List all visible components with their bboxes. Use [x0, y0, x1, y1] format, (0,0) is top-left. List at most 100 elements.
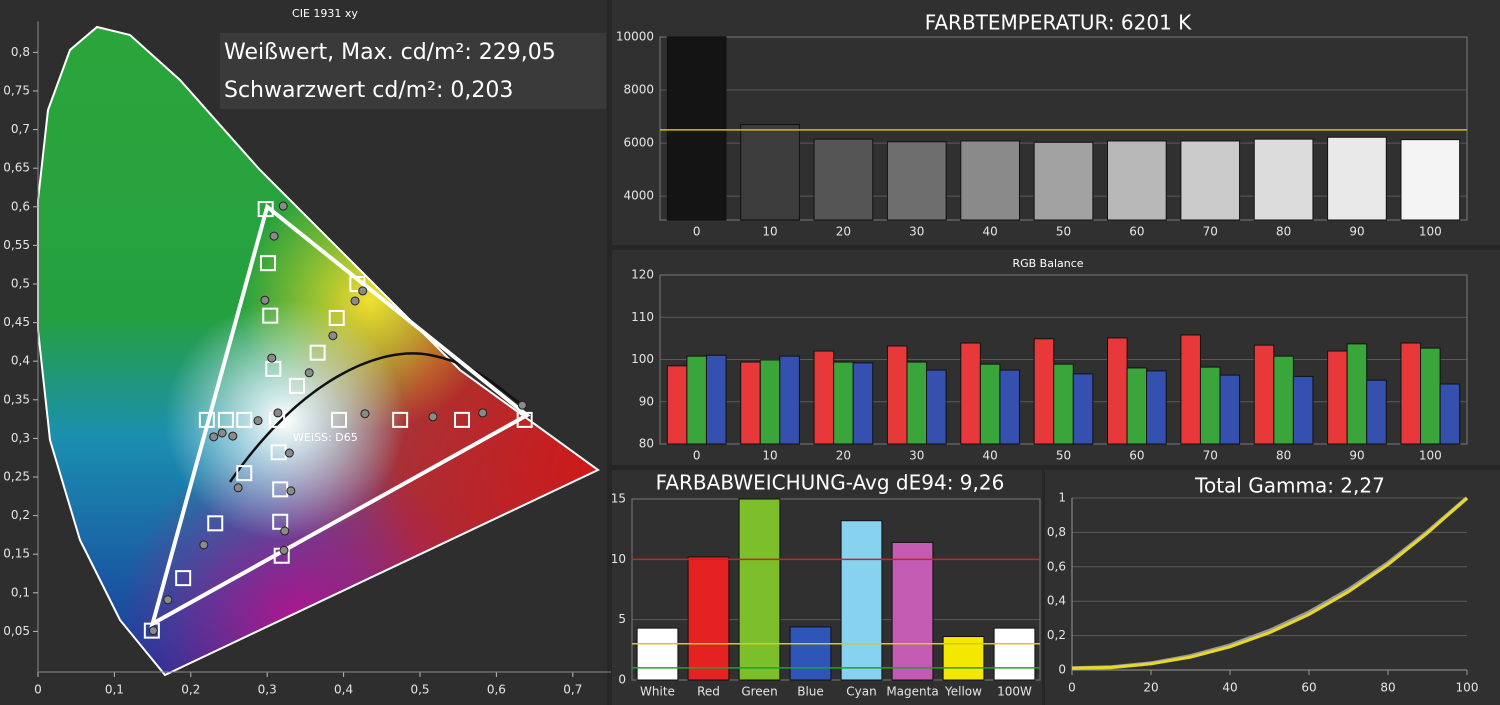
target-square: [207, 515, 224, 532]
x-tick-label: Blue: [797, 685, 824, 699]
bar: [759, 359, 781, 445]
measured-point: [273, 408, 283, 418]
y-tick-label: 0,6: [1047, 559, 1066, 573]
y-tick-label: 0,15: [3, 547, 30, 561]
target-square: [331, 411, 348, 428]
chart-title: CIE 1931 xy: [292, 7, 358, 20]
x-tick-label: White: [640, 685, 675, 699]
x-tick-label: 70: [1203, 225, 1218, 239]
bar: [886, 141, 947, 221]
bar: [993, 627, 1036, 681]
chart-title: RGB Balance: [1012, 257, 1083, 270]
x-tick-label: 70: [1203, 449, 1218, 463]
chart-title: FARBABWEICHUNG-Avg dE94: 9,26: [656, 471, 1005, 495]
y-tick-label: 0,8: [1047, 525, 1066, 539]
bar: [1292, 375, 1314, 445]
bar: [740, 124, 800, 221]
y-tick-label: 5: [618, 612, 626, 626]
y-tick-label: 6000: [623, 136, 654, 150]
y-tick-label: 0,2: [11, 508, 30, 522]
x-tick-label: 20: [836, 449, 851, 463]
x-tick-label: 0,2: [181, 683, 200, 697]
bar: [1107, 337, 1128, 445]
bar: [1327, 136, 1387, 221]
measured-point: [228, 431, 238, 441]
bar: [886, 345, 908, 445]
measured-point: [304, 368, 314, 378]
y-tick-label: 0,25: [3, 469, 30, 483]
bar: [1126, 367, 1148, 445]
x-tick-label: 0: [693, 225, 701, 239]
measured-point: [233, 483, 243, 493]
y-tick-label: 1: [1058, 491, 1066, 505]
y-tick-label: 0,65: [3, 161, 30, 175]
target-square: [309, 344, 326, 361]
measured-point: [280, 526, 290, 536]
bar: [1180, 334, 1201, 445]
target-square: [454, 411, 471, 428]
measured-point: [328, 331, 338, 341]
y-tick-label: 4000: [623, 189, 654, 203]
target-square: [272, 513, 289, 530]
x-tick-label: 0,6: [487, 683, 506, 697]
y-tick-label: 0,75: [3, 83, 30, 97]
measured-point: [358, 286, 368, 296]
x-tick-label: 60: [1129, 225, 1144, 239]
x-tick-label: Yellow: [944, 685, 982, 699]
x-tick-label: 10: [762, 225, 777, 239]
bar: [1253, 138, 1314, 221]
target-square: [259, 255, 276, 272]
x-tick-label: 50: [1056, 449, 1071, 463]
y-tick-label: 120: [631, 268, 654, 282]
bar: [1180, 140, 1241, 221]
y-tick-label: 100: [631, 352, 654, 366]
bar: [1146, 370, 1167, 445]
y-tick-label: 0,4: [11, 354, 30, 368]
bar: [926, 369, 947, 445]
bar: [1107, 140, 1167, 221]
y-tick-label: 0: [1058, 663, 1066, 677]
x-tick-label: 30: [909, 225, 924, 239]
bar: [833, 361, 854, 445]
x-tick-label: Red: [697, 685, 720, 699]
bar: [906, 361, 928, 445]
y-tick-label: 0,3: [11, 431, 30, 445]
measured-point: [286, 486, 296, 496]
x-tick-label: 0: [693, 449, 701, 463]
bar: [1273, 355, 1294, 445]
x-tick-label: 40: [982, 225, 997, 239]
target-square: [217, 411, 234, 428]
measured-point: [350, 296, 360, 306]
bar: [960, 140, 1020, 221]
bar: [1253, 344, 1275, 445]
annotation: WEISS: D65: [293, 431, 358, 444]
x-tick-label: 10: [762, 449, 777, 463]
x-tick-label: 90: [1349, 225, 1364, 239]
measured-point: [217, 428, 227, 438]
bar: [666, 36, 727, 221]
target-square: [288, 377, 305, 394]
chart-title: Total Gamma: 2,27: [1194, 474, 1385, 498]
measured-point: [284, 448, 294, 458]
measured-point: [278, 201, 288, 211]
bar: [960, 342, 981, 445]
x-tick-label: 50: [1056, 225, 1071, 239]
x-tick-label: 60: [1129, 449, 1144, 463]
measured-point: [279, 545, 289, 555]
x-tick-label: 20: [1143, 681, 1158, 695]
x-tick-label: 90: [1349, 449, 1364, 463]
y-tick-label: 0,45: [3, 315, 30, 329]
x-tick-label: 20: [836, 225, 851, 239]
x-tick-label: 60: [1301, 681, 1316, 695]
measured-point: [269, 231, 279, 241]
x-tick-label: Cyan: [846, 685, 876, 699]
y-tick-label: 0,55: [3, 238, 30, 252]
target-square: [143, 622, 160, 639]
gamma-line: [1071, 496, 1468, 670]
target-square: [236, 465, 253, 482]
bar: [891, 541, 934, 681]
annotation: Schwarzwert cd/m²: 0,203: [224, 78, 513, 103]
target-square: [349, 275, 366, 292]
plot-frame: [631, 498, 1041, 681]
target-square: [236, 411, 253, 428]
